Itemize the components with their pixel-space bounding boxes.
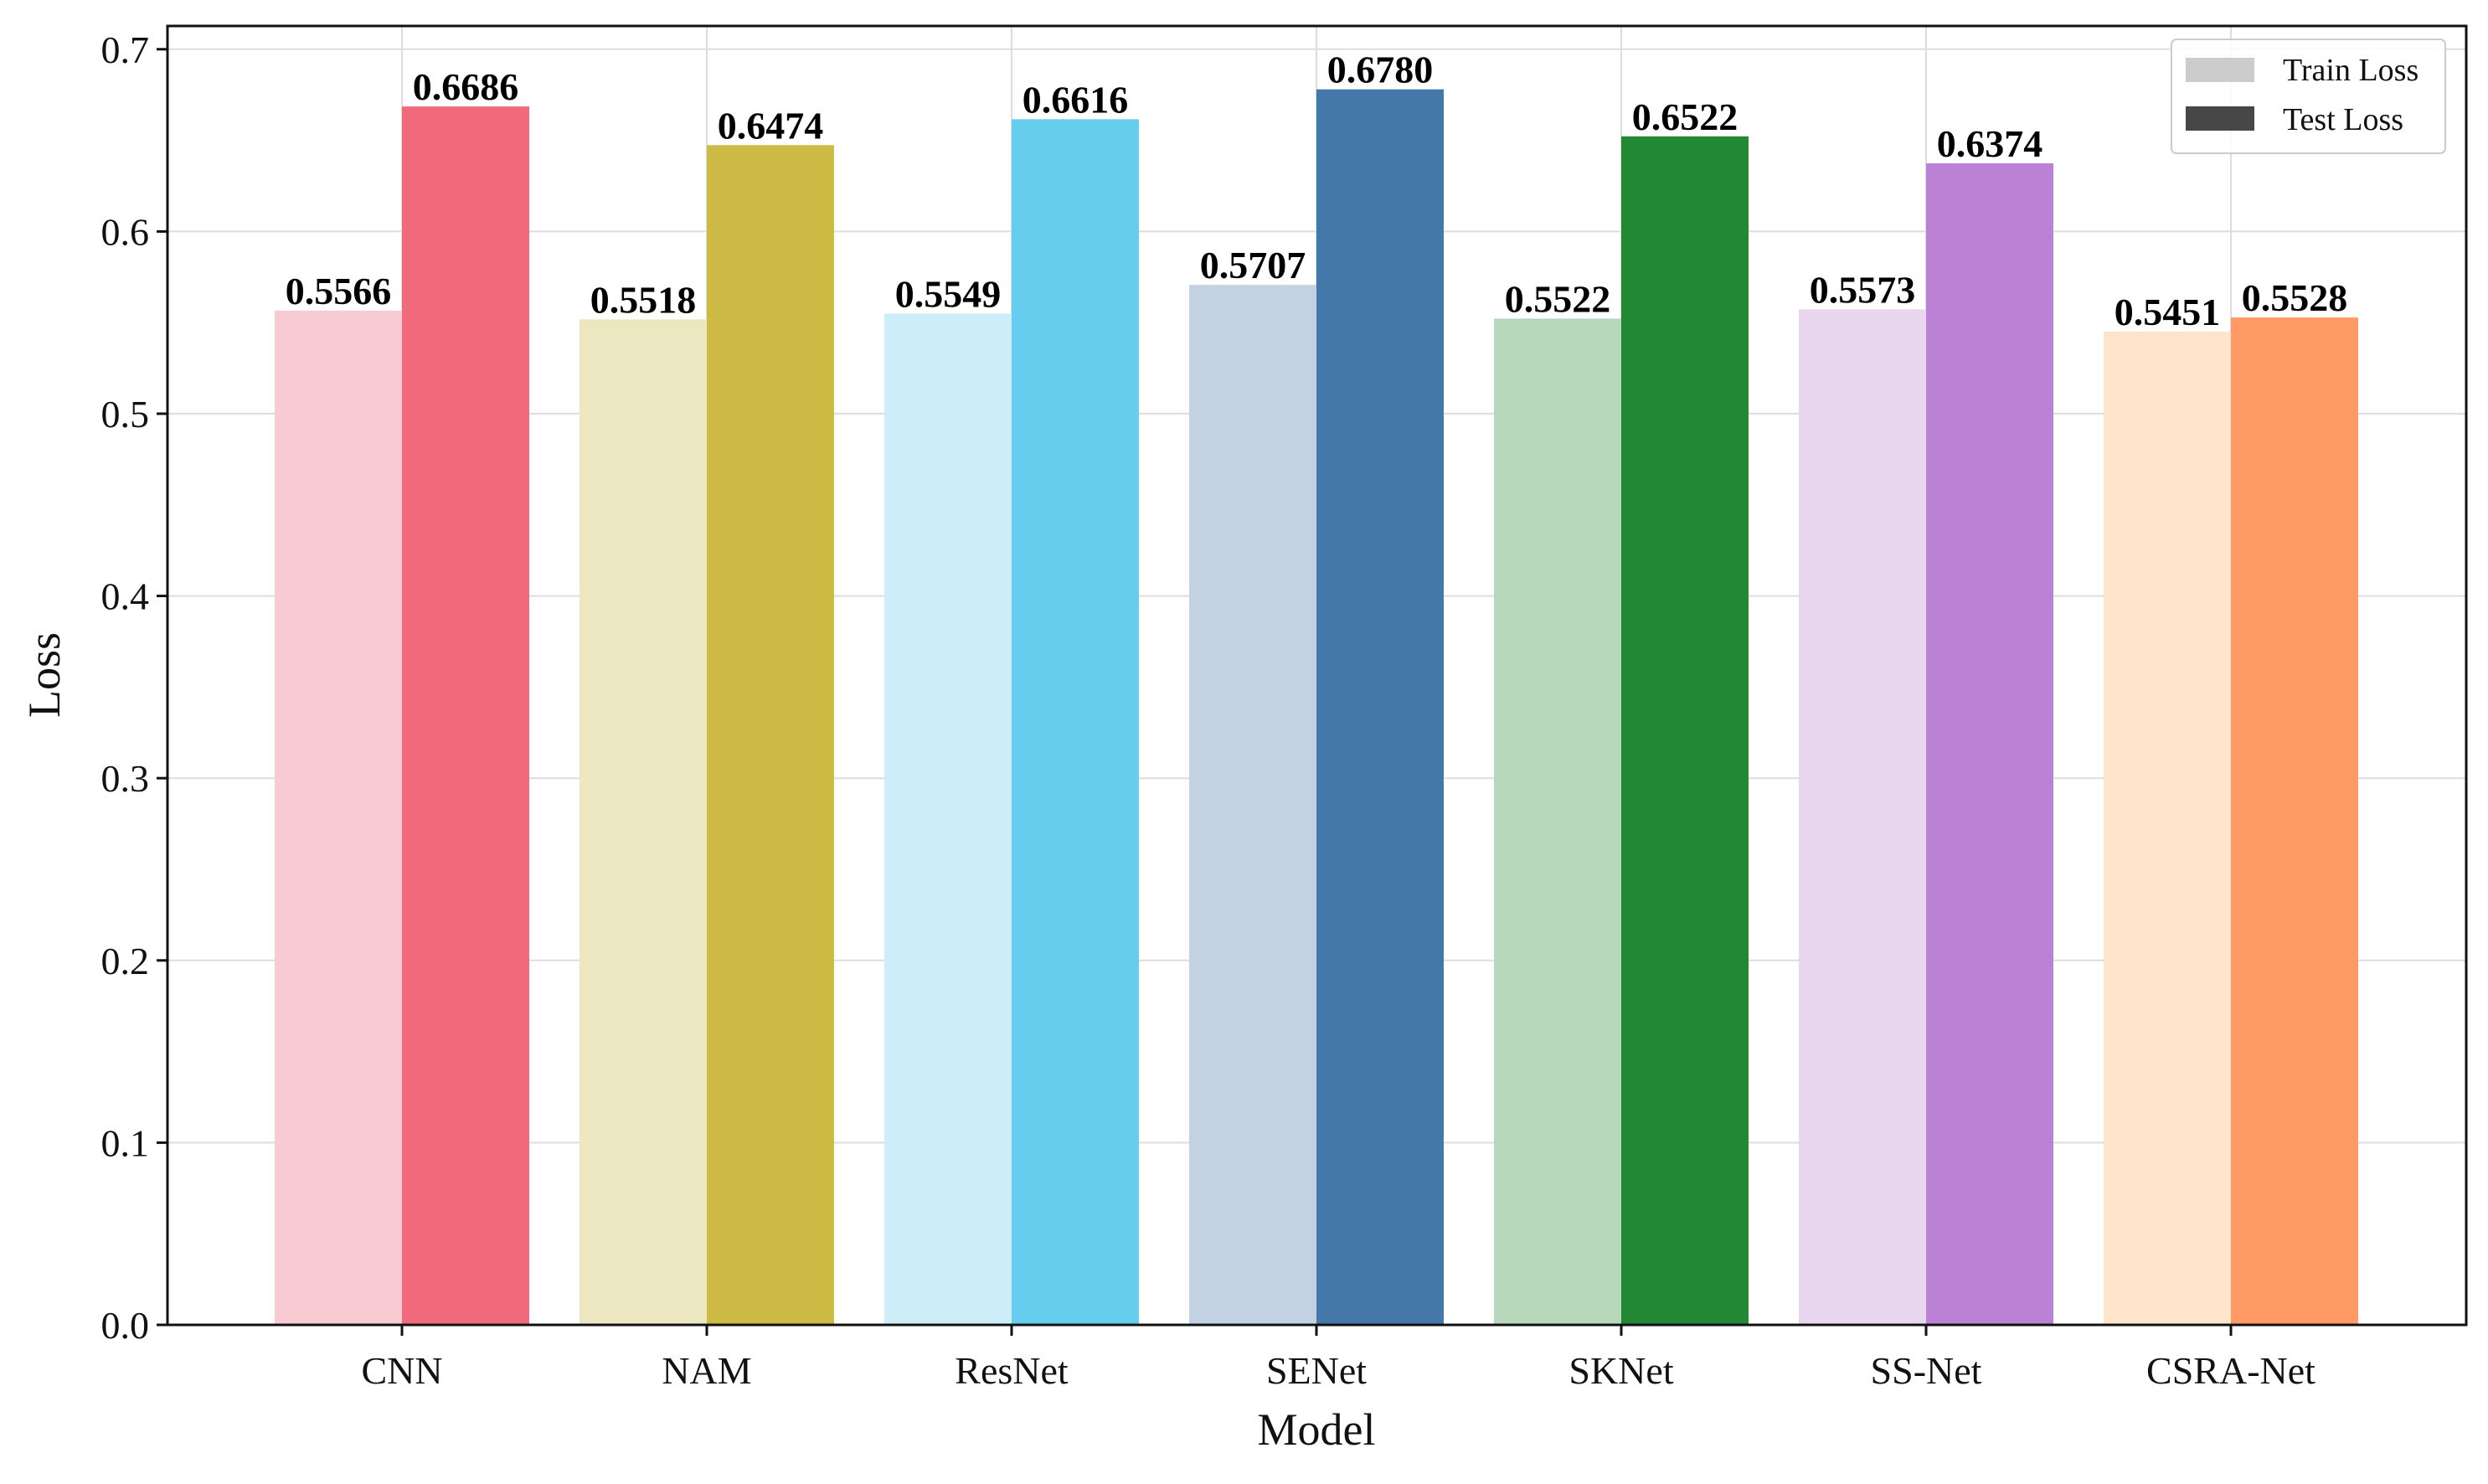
y-tick-label: 0.4 [101,575,150,618]
data-label-test-loss-nam: 0.6474 [718,104,824,147]
bar-train-loss-sknet [1494,318,1621,1325]
bar-test-loss-ss-net [1926,163,2053,1326]
x-tick-label-ss-net: SS-Net [1871,1349,1982,1392]
data-label-train-loss-ss-net: 0.5573 [1810,268,1916,311]
legend-swatch-test-loss [2186,106,2254,131]
bar-test-loss-senet [1316,89,1444,1325]
x-tick-label-senet: SENet [1266,1349,1367,1392]
y-tick-label: 0.0 [101,1304,150,1347]
x-tick-label-sknet: SKNet [1569,1349,1673,1392]
bar-train-loss-resnet [884,313,1012,1325]
y-tick-label: 0.3 [101,757,150,800]
bar-train-loss-csra-net [2104,331,2231,1325]
y-tick-label: 0.5 [101,393,150,435]
y-tick-label: 0.7 [101,28,150,71]
x-tick-label-resnet: ResNet [955,1349,1069,1392]
y-tick-label: 0.1 [101,1121,150,1164]
data-label-train-loss-cnn: 0.5566 [286,270,392,312]
data-label-train-loss-sknet: 0.5522 [1505,277,1611,320]
bars [275,89,2358,1326]
data-label-train-loss-csra-net: 0.5451 [2115,291,2221,333]
data-label-train-loss-resnet: 0.5549 [895,273,1002,316]
x-tick-label-nam: NAM [662,1349,751,1392]
bar-train-loss-ss-net [1799,309,1926,1325]
data-label-test-loss-cnn: 0.6686 [413,65,519,108]
bar-test-loss-sknet [1621,136,1749,1326]
y-tick-label: 0.6 [101,210,150,253]
data-label-train-loss-senet: 0.5707 [1200,244,1306,286]
data-labels: 0.5566 0.5518 0.5549 0.5707 0.5522 0.5573 0.54… [286,49,2348,333]
x-tick-label-csra-net: CSRA-Net [2146,1349,2315,1392]
axis-ticks: 0.0 0.1 0.2 0.3 0.4 0.5 0.6 0.7 CNN NAM ResNet SENe… [101,28,2316,1392]
legend-label-train-loss: Train Loss [2283,53,2418,88]
bar-train-loss-senet [1189,285,1316,1326]
legend: Train Loss Test Loss [2171,39,2446,154]
bar-train-loss-cnn [275,310,402,1326]
bar-test-loss-cnn [402,106,529,1325]
y-axis-title: Loss [19,632,70,718]
data-label-train-loss-nam: 0.5518 [590,278,697,321]
data-label-test-loss-ss-net: 0.6374 [1937,122,2043,165]
bar-test-loss-resnet [1012,119,1139,1325]
data-label-test-loss-csra-net: 0.5528 [2242,276,2348,319]
bar-test-loss-csra-net [2231,317,2358,1326]
y-tick-label: 0.2 [101,940,150,982]
bar-test-loss-nam [707,145,834,1326]
x-tick-label-cnn: CNN [361,1349,442,1392]
data-label-test-loss-senet: 0.6780 [1327,49,1434,91]
data-label-test-loss-sknet: 0.6522 [1632,95,1739,138]
legend-swatch-train-loss [2186,58,2254,82]
bar-train-loss-nam [580,319,707,1325]
x-axis-title: Model [1258,1404,1376,1455]
legend-label-test-loss: Test Loss [2283,102,2403,137]
data-label-test-loss-resnet: 0.6616 [1023,78,1129,121]
